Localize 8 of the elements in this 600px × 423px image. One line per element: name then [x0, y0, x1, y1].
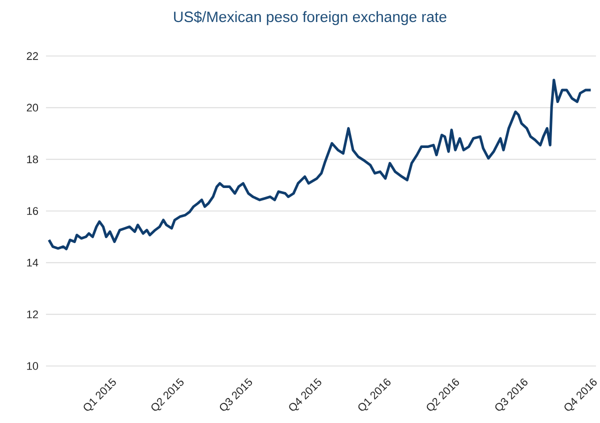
y-tick-label: 16 — [27, 207, 38, 215]
y-tick-label: 18 — [27, 155, 38, 164]
y-tick-label: 14 — [27, 258, 38, 266]
chart-title: US$/Mexican peso foreign exchange rate — [174, 10, 446, 26]
y-tick-label: 10 — [27, 362, 38, 370]
y-tick-label: 22 — [26, 52, 38, 60]
y-tick-label: 12 — [27, 310, 38, 318]
y-tick-label: 20 — [26, 104, 38, 112]
